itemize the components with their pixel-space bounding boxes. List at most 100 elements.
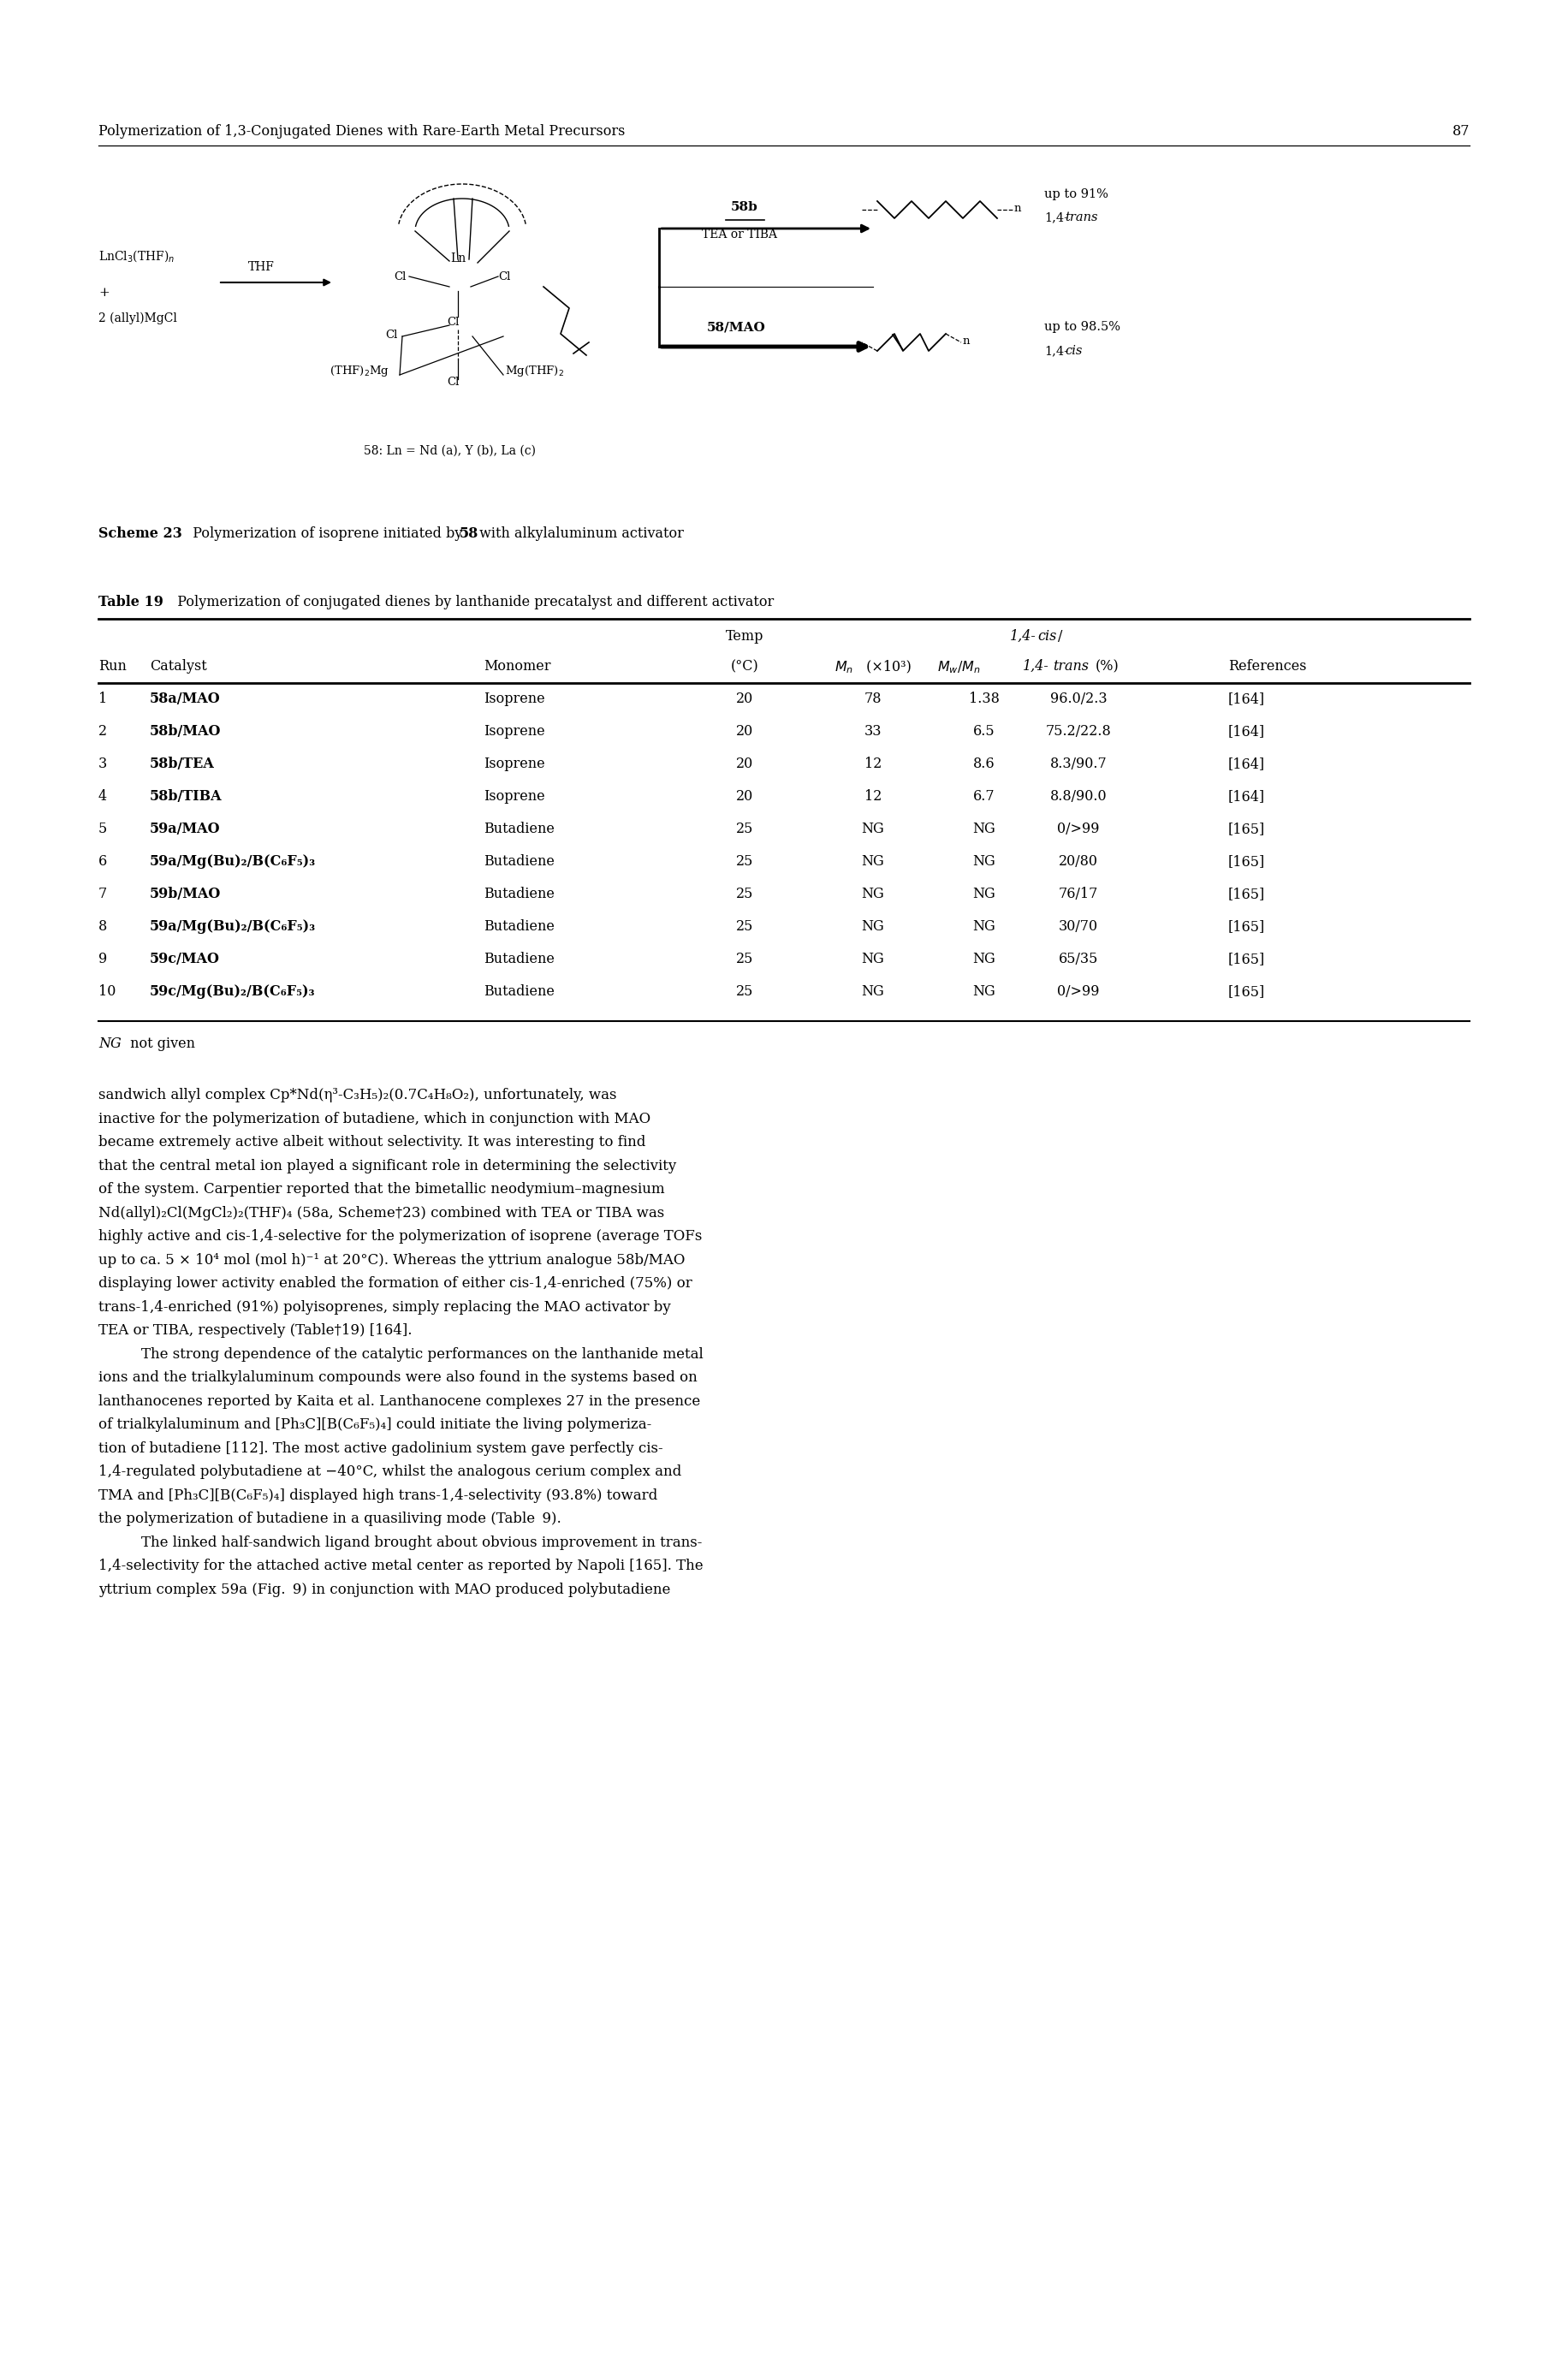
Text: 59a/MAO: 59a/MAO — [151, 822, 221, 836]
Text: trans-1,4-enriched (91%) polyisoprenes, simply replacing the MAO activator by: trans-1,4-enriched (91%) polyisoprenes, … — [99, 1300, 671, 1314]
Text: [164]: [164] — [1228, 691, 1265, 706]
Text: of the system. Carpentier reported that the bimetallic neodymium–magnesium: of the system. Carpentier reported that … — [99, 1181, 665, 1198]
Text: +: + — [99, 287, 110, 299]
Text: became extremely active albeit without selectivity. It was interesting to find: became extremely active albeit without s… — [99, 1136, 646, 1150]
Text: 59c/Mg(Bu)₂/B(C₆F₅)₃: 59c/Mg(Bu)₂/B(C₆F₅)₃ — [151, 984, 315, 998]
Text: 59a/Mg(Bu)₂/B(C₆F₅)₃: 59a/Mg(Bu)₂/B(C₆F₅)₃ — [151, 920, 315, 934]
Text: 9: 9 — [99, 953, 107, 967]
Text: [165]: [165] — [1228, 953, 1265, 967]
Text: Nd(allyl)₂Cl(MgCl₂)₂(THF)₄ (58a, Scheme†23) combined with TEA or TIBA was: Nd(allyl)₂Cl(MgCl₂)₂(THF)₄ (58a, Scheme†… — [99, 1205, 665, 1221]
Text: The linked half-sandwich ligand brought about obvious improvement in trans-: The linked half-sandwich ligand brought … — [141, 1535, 702, 1549]
Text: 1,4-regulated polybutadiene at −40°C, whilst the analogous cerium complex and: 1,4-regulated polybutadiene at −40°C, wh… — [99, 1464, 682, 1478]
Text: 65/35: 65/35 — [1058, 953, 1098, 967]
Text: Scheme 23: Scheme 23 — [99, 527, 182, 542]
Text: $M_w$/$M_n$: $M_w$/$M_n$ — [938, 658, 980, 675]
Text: 1,4-: 1,4- — [1044, 211, 1068, 223]
Text: 2: 2 — [99, 725, 107, 739]
Text: 96.0/2.3: 96.0/2.3 — [1051, 691, 1107, 706]
Text: trans: trans — [1065, 211, 1098, 223]
Text: highly active and cis-1,4-selective for the polymerization of isoprene (average : highly active and cis-1,4-selective for … — [99, 1228, 702, 1243]
Text: 25: 25 — [735, 953, 753, 967]
Text: $M_n$: $M_n$ — [834, 658, 853, 675]
Text: Butadiene: Butadiene — [483, 920, 555, 934]
Text: Cl: Cl — [447, 316, 459, 328]
Text: Temp: Temp — [726, 630, 764, 644]
Text: cis: cis — [1065, 345, 1082, 356]
Text: 7: 7 — [99, 886, 107, 901]
Text: 30/70: 30/70 — [1058, 920, 1098, 934]
Text: [165]: [165] — [1228, 920, 1265, 934]
Text: n: n — [963, 335, 971, 347]
Text: up to 91%: up to 91% — [1044, 188, 1109, 200]
Text: /: / — [1058, 630, 1063, 644]
Text: 8.8/90.0: 8.8/90.0 — [1051, 789, 1107, 803]
Text: NG: NG — [861, 855, 884, 870]
Text: with alkylaluminum activator: with alkylaluminum activator — [475, 527, 684, 542]
Text: trans: trans — [1052, 658, 1088, 675]
Text: 25: 25 — [735, 984, 753, 998]
Text: 33: 33 — [864, 725, 881, 739]
Text: inactive for the polymerization of butadiene, which in conjunction with MAO: inactive for the polymerization of butad… — [99, 1112, 651, 1126]
Text: Cl: Cl — [386, 330, 397, 340]
Text: 58b/TIBA: 58b/TIBA — [151, 789, 223, 803]
Text: TEA or TIBA, respectively (Table†19) [164].: TEA or TIBA, respectively (Table†19) [16… — [99, 1323, 412, 1338]
Text: Cl: Cl — [394, 271, 406, 283]
Text: 10: 10 — [99, 984, 116, 998]
Text: 6.7: 6.7 — [974, 789, 996, 803]
Text: 20: 20 — [735, 789, 753, 803]
Text: 59c/MAO: 59c/MAO — [151, 953, 220, 967]
Text: [165]: [165] — [1228, 984, 1265, 998]
Text: Butadiene: Butadiene — [483, 822, 555, 836]
Text: The strong dependence of the catalytic performances on the lanthanide metal: The strong dependence of the catalytic p… — [141, 1347, 704, 1361]
Text: 3: 3 — [99, 756, 107, 772]
Text: NG: NG — [972, 953, 996, 967]
Text: up to ca. 5 × 10⁴ mol (mol h)⁻¹ at 20°C). Whereas the yttrium analogue 58b/MAO: up to ca. 5 × 10⁴ mol (mol h)⁻¹ at 20°C)… — [99, 1252, 685, 1266]
Text: up to 98.5%: up to 98.5% — [1044, 321, 1121, 333]
Text: (°C): (°C) — [731, 658, 759, 675]
Text: [164]: [164] — [1228, 756, 1265, 772]
Text: 20: 20 — [735, 691, 753, 706]
Text: (×10³): (×10³) — [862, 658, 911, 675]
Text: NG: NG — [861, 822, 884, 836]
Text: 59a/Mg(Bu)₂/B(C₆F₅)₃: 59a/Mg(Bu)₂/B(C₆F₅)₃ — [151, 855, 315, 870]
Text: NG: NG — [972, 920, 996, 934]
Text: 20/80: 20/80 — [1058, 855, 1098, 870]
Text: 25: 25 — [735, 920, 753, 934]
Text: 5: 5 — [99, 822, 107, 836]
Text: NG: NG — [972, 855, 996, 870]
Text: the polymerization of butadiene in a quasiliving mode (Table 9).: the polymerization of butadiene in a qua… — [99, 1511, 561, 1525]
Text: 6.5: 6.5 — [974, 725, 996, 739]
Text: Isoprene: Isoprene — [483, 691, 546, 706]
Text: 8: 8 — [99, 920, 107, 934]
Text: of trialkylaluminum and [Ph₃C][B(C₆F₅)₄] could initiate the living polymeriza-: of trialkylaluminum and [Ph₃C][B(C₆F₅)₄]… — [99, 1418, 652, 1433]
Text: 2 (allyl)MgCl: 2 (allyl)MgCl — [99, 311, 177, 326]
Text: Butadiene: Butadiene — [483, 886, 555, 901]
Text: 58/MAO: 58/MAO — [707, 321, 765, 333]
Text: (%): (%) — [1096, 658, 1120, 675]
Text: Butadiene: Butadiene — [483, 855, 555, 870]
Text: n: n — [1014, 202, 1021, 214]
Text: Ln: Ln — [450, 252, 466, 264]
Text: 58b/TEA: 58b/TEA — [151, 756, 215, 772]
Text: Isoprene: Isoprene — [483, 789, 546, 803]
Text: 58b/MAO: 58b/MAO — [151, 725, 221, 739]
Text: Cl: Cl — [499, 271, 511, 283]
Text: 4: 4 — [99, 789, 107, 803]
Text: Butadiene: Butadiene — [483, 953, 555, 967]
Text: Table 19: Table 19 — [99, 594, 163, 608]
Text: 1.38: 1.38 — [969, 691, 1000, 706]
Text: 25: 25 — [735, 886, 753, 901]
Text: NG: NG — [861, 984, 884, 998]
Text: 1: 1 — [99, 691, 107, 706]
Text: 58a/MAO: 58a/MAO — [151, 691, 221, 706]
Text: tion of butadiene [112]. The most active gadolinium system gave perfectly cis-: tion of butadiene [112]. The most active… — [99, 1440, 663, 1456]
Text: 78: 78 — [864, 691, 881, 706]
Text: Mg(THF)$_2$: Mg(THF)$_2$ — [505, 364, 564, 378]
Text: 75.2/22.8: 75.2/22.8 — [1046, 725, 1112, 739]
Text: [164]: [164] — [1228, 725, 1265, 739]
Text: NG: NG — [972, 984, 996, 998]
Text: lanthanocenes reported by Kaita et al. Lanthanocene complexes 27 in the presence: lanthanocenes reported by Kaita et al. L… — [99, 1395, 701, 1409]
Text: NG: NG — [972, 886, 996, 901]
Text: ions and the trialkylaluminum compounds were also found in the systems based on: ions and the trialkylaluminum compounds … — [99, 1371, 698, 1385]
Text: THF: THF — [248, 261, 274, 273]
